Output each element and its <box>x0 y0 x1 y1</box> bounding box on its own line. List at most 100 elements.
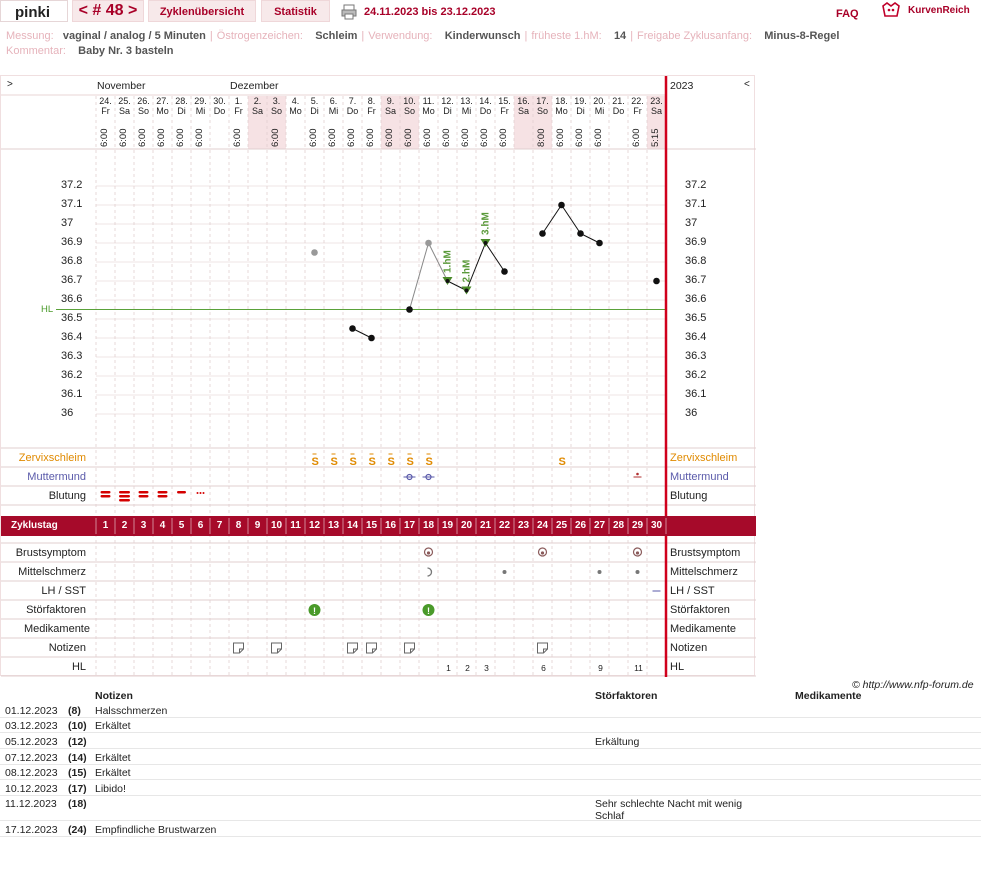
day-header: 23. Sa 5:15 <box>647 96 666 149</box>
curve-segment <box>561 204 581 234</box>
row-label-blutung-right: Blutung <box>670 490 708 502</box>
breast-symptom-dot <box>635 551 640 555</box>
cycle-day-number: 24 <box>536 520 549 531</box>
hl-day-number: 1 <box>446 663 451 673</box>
day-date: 8. <box>367 96 376 106</box>
breast-symptom-icon <box>537 547 548 557</box>
mittelschmerz-icon <box>427 567 433 577</box>
logo-text[interactable]: KurvenReich <box>908 5 970 16</box>
row-label-brustsymptom: Brustsymptom <box>15 547 86 559</box>
tab-statistics[interactable]: Statistik <box>261 0 330 22</box>
day-date: 16. <box>517 96 530 106</box>
day-weekday: Mo <box>422 106 435 116</box>
notes-stoerfaktor: Erkältung <box>595 736 640 748</box>
temperature-curve: 1.hM 2.hM3.hMS S S S S S S S!! <box>100 201 661 654</box>
notes-text: Libido! <box>95 783 126 795</box>
y-tick-label-right: 36.2 <box>685 369 707 381</box>
cycle-day-number: 6 <box>197 520 204 531</box>
cycle-day-number: 9 <box>254 520 261 531</box>
row-label-lh-sst-right: LH / SST <box>670 585 715 597</box>
bleeding-mark <box>119 495 130 498</box>
logo-icon[interactable] <box>881 2 901 20</box>
day-header: 18. Mo 6:00 <box>552 96 571 149</box>
notes-text: Erkältet <box>95 752 131 764</box>
y-tick-label-right: 36 <box>685 407 698 419</box>
scroll-right-arrow[interactable]: < <box>744 79 750 90</box>
cycle-day-bar: Zyklustag 1 2 3 4 5 6 7 8 9 10 11 12 13 14 15 16 17 18 19 2… <box>1 516 756 536</box>
bleeding-mark <box>100 495 111 498</box>
notes-cycle-day: (8) <box>68 705 81 717</box>
row-label-medikamente: Medikamente <box>23 623 90 635</box>
scroll-left-arrow[interactable]: > <box>7 79 13 90</box>
notes-cycle-day: (24) <box>68 824 87 836</box>
print-icon[interactable] <box>341 4 357 20</box>
y-tick-label-left: 36 <box>61 407 74 419</box>
day-header: 1. Fr 6:00 <box>229 96 248 149</box>
temp-point <box>501 268 508 275</box>
cycle-day-number: 12 <box>308 520 321 531</box>
temp-point <box>445 279 450 283</box>
cycle-day-number: 7 <box>216 520 223 531</box>
day-weekday: So <box>403 106 415 116</box>
spotting-mark <box>202 492 205 494</box>
zervix-s-icon: S <box>369 456 376 468</box>
day-header: 11. Mo 6:00 <box>419 96 438 149</box>
bleeding-mark <box>157 491 168 494</box>
hl-axis-label: HL <box>41 304 54 315</box>
y-tick-label-right: 37.2 <box>685 179 707 191</box>
chart-grid <box>1 76 756 677</box>
day-date: 14. <box>479 96 492 106</box>
cycle-day-number: 16 <box>384 520 397 531</box>
medi-header: Medikamente <box>795 690 862 702</box>
notes-date: 01.12.2023 <box>5 705 58 717</box>
mittelschmerz-dot <box>597 570 602 574</box>
day-weekday: Mo <box>156 106 169 116</box>
day-header: 2. Sa <box>248 96 267 149</box>
notes-date: 08.12.2023 <box>5 767 58 779</box>
y-tick-label-left: 36.3 <box>61 350 83 362</box>
day-date: 10. <box>403 96 416 106</box>
notes-date: 10.12.2023 <box>5 783 58 795</box>
y-tick-label-left: 36.4 <box>61 331 83 343</box>
zervix-s-icon: S <box>350 456 357 468</box>
curve-segment <box>485 242 505 272</box>
hl-day-number: 11 <box>634 663 643 673</box>
cycle-day-number: 25 <box>555 520 568 531</box>
faq-link[interactable]: FAQ <box>836 8 859 20</box>
y-tick-label-left: 36.1 <box>61 388 83 400</box>
notes-date: 05.12.2023 <box>5 736 58 748</box>
cycle-day-number: 2 <box>121 520 128 531</box>
cycle-day-number: 18 <box>422 520 435 531</box>
day-header: 17. So 8:00 <box>533 96 552 149</box>
day-weekday: Do <box>612 106 625 116</box>
day-header: 12. Di 6:00 <box>438 96 457 149</box>
tab-cycle-overview[interactable]: Zyklenübersicht <box>148 0 256 22</box>
day-weekday: Di <box>310 106 319 116</box>
day-date: 27. <box>156 96 169 106</box>
day-weekday: So <box>270 106 282 116</box>
day-weekday: Sa <box>517 106 529 116</box>
y-tick-label-left: 36.6 <box>61 293 83 305</box>
temp-point <box>596 239 603 247</box>
day-date: 30. <box>213 96 226 106</box>
day-weekday: Di <box>576 106 585 116</box>
y-tick-label-right: 36.5 <box>685 312 707 324</box>
cycle-day-number: 29 <box>631 520 644 531</box>
note-icon <box>366 642 377 654</box>
cycle-navigator[interactable]: < # 48 > <box>72 0 144 22</box>
notes-cycle-day: (10) <box>68 720 87 732</box>
cycle-day-number: 30 <box>650 520 663 531</box>
y-tick-label-right: 36.9 <box>685 236 707 248</box>
breast-symptom-icon <box>423 547 434 557</box>
row-label-zervixschleim-right: Zervixschleim <box>670 452 738 464</box>
y-tick-label-left: 36.5 <box>61 312 83 324</box>
day-date: 1. <box>234 96 243 106</box>
notes-row: 01.12.2023 (8) Halsschmerzen <box>0 703 981 718</box>
notes-text: Empfindliche Brustwarzen <box>95 824 217 836</box>
cycle-day-number: 1 <box>102 520 109 531</box>
day-header: 13. Mi 6:00 <box>457 96 476 149</box>
notes-date: 11.12.2023 <box>5 798 57 810</box>
bleeding-mark <box>119 499 130 502</box>
day-header: 7. Do 6:00 <box>343 96 362 149</box>
day-weekday: Mo <box>289 106 302 116</box>
